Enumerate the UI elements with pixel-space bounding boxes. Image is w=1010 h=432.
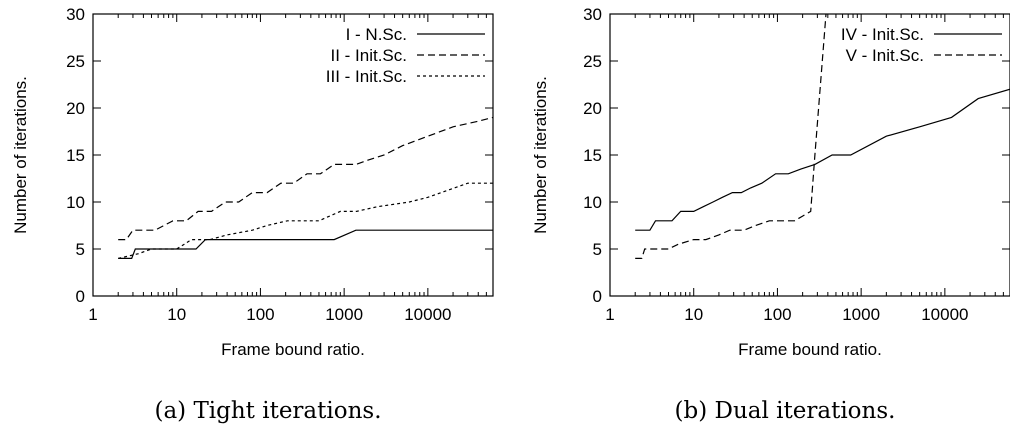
y-tick-label: 30 [583, 5, 602, 24]
x-tick-label: 10000 [404, 305, 451, 324]
y-tick-label: 30 [66, 5, 85, 24]
x-axis-title: Frame bound ratio. [221, 340, 365, 359]
y-axis-title: Number of iterations. [531, 76, 550, 234]
legend-label: II - Init.Sc. [330, 46, 407, 65]
x-tick-label: 100 [763, 305, 791, 324]
series-line-1 [635, 88, 1010, 231]
x-tick-label: 10000 [921, 305, 968, 324]
y-tick-label: 25 [66, 52, 85, 71]
x-tick-label: 100 [246, 305, 274, 324]
series-layer [118, 116, 493, 259]
panel-tight-iterations: 0 5 10 15 20 25 30 1 10 100 1000 10000 I - N.Sc. II… [11, 5, 494, 424]
legend-label: I - N.Sc. [346, 25, 407, 44]
legend-label: III - Init.Sc. [326, 67, 407, 86]
legend: IV - Init.Sc. V - Init.Sc. [841, 25, 1002, 65]
y-tick-label: 25 [583, 52, 602, 71]
y-tick-label: 20 [583, 99, 602, 118]
plot-frame [92, 13, 494, 297]
y-tick-label: 10 [583, 193, 602, 212]
y-ticks: 0 5 10 15 20 25 30 [583, 5, 1010, 306]
x-tick-label: 1000 [325, 305, 363, 324]
x-tick-label: 1 [605, 305, 614, 324]
x-tick-label: 10 [167, 305, 186, 324]
y-tick-label: 0 [76, 287, 85, 306]
x-axis-title: Frame bound ratio. [738, 340, 882, 359]
y-tick-label: 5 [76, 240, 85, 259]
series-line-2 [635, 14, 827, 259]
x-ticks: 1 10 100 1000 10000 [605, 14, 1010, 324]
x-tick-label: 1000 [842, 305, 880, 324]
panel-dual-iterations: 0 5 10 15 20 25 30 1 10 100 1000 10000 IV - Init.S… [531, 5, 1010, 424]
legend-label: IV - Init.Sc. [841, 25, 924, 44]
series-layer [635, 14, 1010, 259]
y-tick-label: 15 [583, 146, 602, 165]
y-tick-label: 20 [66, 99, 85, 118]
y-tick-label: 0 [593, 287, 602, 306]
x-tick-label: 10 [684, 305, 703, 324]
y-tick-label: 10 [66, 193, 85, 212]
x-tick-label: 1 [88, 305, 97, 324]
series-line-2 [118, 116, 493, 241]
caption: (b) Dual iterations. [675, 398, 896, 424]
y-tick-label: 15 [66, 146, 85, 165]
x-ticks: 1 10 100 1000 10000 [88, 14, 494, 324]
plot-frame [609, 13, 1010, 297]
y-axis-title: Number of iterations. [11, 76, 30, 234]
y-ticks: 0 5 10 15 20 25 30 [66, 5, 493, 306]
caption: (a) Tight iterations. [154, 398, 381, 424]
series-line-3 [118, 182, 493, 259]
y-tick-label: 5 [593, 240, 602, 259]
series-line-1 [118, 229, 493, 259]
legend-label: V - Init.Sc. [846, 46, 924, 65]
legend: I - N.Sc. II - Init.Sc. III - Init.Sc. [326, 25, 485, 86]
